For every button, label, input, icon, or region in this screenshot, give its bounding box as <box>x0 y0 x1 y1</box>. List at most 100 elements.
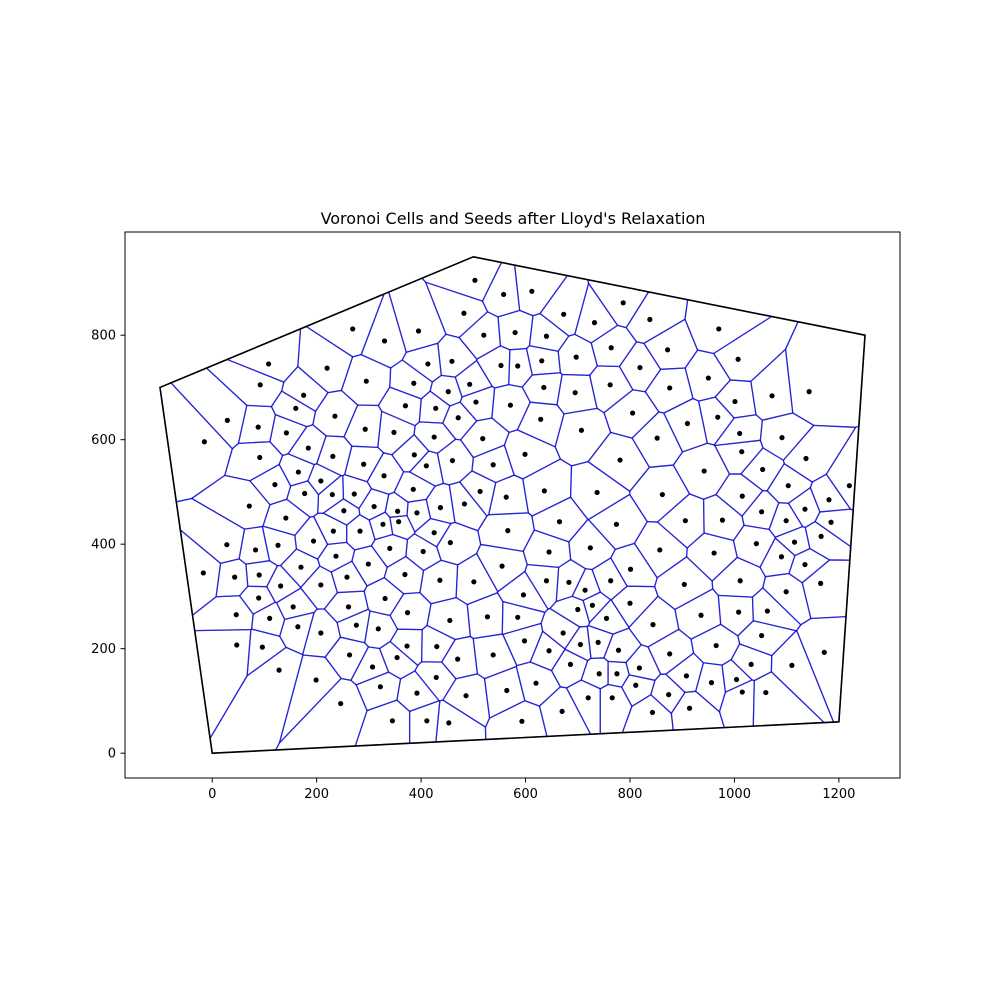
seed-point <box>650 622 656 628</box>
seed-point <box>615 647 622 653</box>
x-tick-label: 1000 <box>718 787 751 802</box>
seed-point <box>587 545 593 551</box>
seed-point <box>649 709 656 716</box>
seed-point <box>802 506 808 512</box>
seed-point <box>395 508 401 514</box>
voronoi-cell <box>607 660 630 688</box>
seed-point <box>318 478 324 484</box>
seed-point <box>753 541 759 547</box>
seed-point <box>759 509 765 515</box>
seed-point <box>433 405 439 411</box>
axes-frame <box>124 231 901 779</box>
seed-point <box>381 338 388 344</box>
seed-point <box>275 542 281 548</box>
seed-point <box>420 548 426 555</box>
seed-point <box>539 358 545 364</box>
seed-point <box>351 491 357 497</box>
seed-point <box>614 671 620 677</box>
y-tick-label: 600 <box>91 433 116 448</box>
seed-point <box>778 554 785 560</box>
seed-point <box>529 288 535 294</box>
x-tick-label: 400 <box>409 787 434 802</box>
seed-point <box>363 378 369 384</box>
seed-point <box>659 491 665 498</box>
seed-point <box>455 415 461 421</box>
seed-point <box>573 354 579 360</box>
seed-point <box>434 643 440 650</box>
seed-point <box>330 528 336 534</box>
seed-point <box>607 382 613 388</box>
seed-point <box>369 664 376 670</box>
seed-point <box>344 574 350 580</box>
seed-point <box>447 540 453 546</box>
seed-point <box>802 561 808 568</box>
seed-point <box>779 435 785 441</box>
seed-point <box>391 429 397 435</box>
x-tick-label: 800 <box>618 787 643 802</box>
seed-point <box>608 578 614 584</box>
seed-point <box>484 614 491 620</box>
seed-point <box>257 382 263 388</box>
seed-point <box>818 533 824 539</box>
seed-point <box>498 362 504 369</box>
seed-point <box>305 445 311 451</box>
seed-point <box>362 426 368 432</box>
seed-point <box>255 424 261 430</box>
seed-point <box>276 667 282 673</box>
seed-point <box>760 466 766 473</box>
seed-point <box>501 291 507 298</box>
seed-point <box>667 385 673 391</box>
seed-point <box>301 392 307 398</box>
seed-point <box>733 676 740 683</box>
seed-point <box>735 356 741 362</box>
seed-point <box>463 693 469 699</box>
seed-point <box>357 528 363 534</box>
seed-point <box>715 414 721 420</box>
seed-point <box>404 643 410 649</box>
seed-point <box>272 482 278 488</box>
seed-point <box>371 503 377 510</box>
seed-point <box>381 473 387 479</box>
seed-point <box>338 700 344 707</box>
seed-point <box>713 642 719 649</box>
seed-point <box>803 455 809 462</box>
seed-point <box>739 493 745 499</box>
seed-point <box>329 491 335 498</box>
seed-point <box>737 578 743 584</box>
seed-point <box>449 358 455 364</box>
seed-point <box>559 708 565 714</box>
seed-point <box>380 521 386 527</box>
seed-point <box>310 538 317 544</box>
seed-point <box>719 517 726 523</box>
seed-point <box>431 530 437 536</box>
seed-point <box>201 439 207 445</box>
seed-point <box>278 583 284 589</box>
seed-point <box>826 497 832 503</box>
x-tick-label: 600 <box>513 787 538 802</box>
seed-point <box>252 547 259 553</box>
seed-point <box>522 451 528 457</box>
seed-point <box>414 690 420 696</box>
voronoi-cell <box>580 657 609 690</box>
seed-point <box>467 381 473 387</box>
y-tick-label: 800 <box>91 329 116 344</box>
seed-point <box>449 457 456 464</box>
seed-point <box>423 463 429 469</box>
seed-point <box>560 630 566 636</box>
seed-point <box>595 639 601 646</box>
x-tick-label: 200 <box>304 787 329 802</box>
seed-point <box>461 501 468 507</box>
seed-point <box>594 489 600 496</box>
y-tick-label: 400 <box>91 538 116 553</box>
seed-point <box>447 617 453 624</box>
seed-point <box>415 328 422 334</box>
seed-point <box>636 665 643 671</box>
seed-point <box>589 602 596 608</box>
seed-point <box>533 680 539 686</box>
seed-point <box>353 622 359 628</box>
seed-point <box>394 654 400 661</box>
seed-point <box>716 326 722 332</box>
seed-point <box>515 363 521 369</box>
seed-point <box>684 420 691 427</box>
plot-area <box>159 255 866 755</box>
